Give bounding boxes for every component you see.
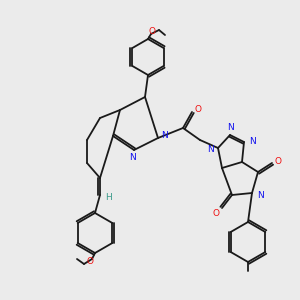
Text: O: O bbox=[86, 256, 94, 266]
Text: O: O bbox=[148, 28, 155, 37]
Text: N: N bbox=[162, 130, 168, 140]
Text: N: N bbox=[129, 154, 135, 163]
Text: N: N bbox=[208, 146, 214, 154]
Text: O: O bbox=[212, 208, 220, 217]
Text: O: O bbox=[194, 106, 202, 115]
Text: H: H bbox=[106, 193, 112, 202]
Text: O: O bbox=[274, 157, 281, 166]
Text: N: N bbox=[228, 122, 234, 131]
Text: N: N bbox=[249, 136, 255, 146]
Text: N: N bbox=[256, 190, 263, 200]
